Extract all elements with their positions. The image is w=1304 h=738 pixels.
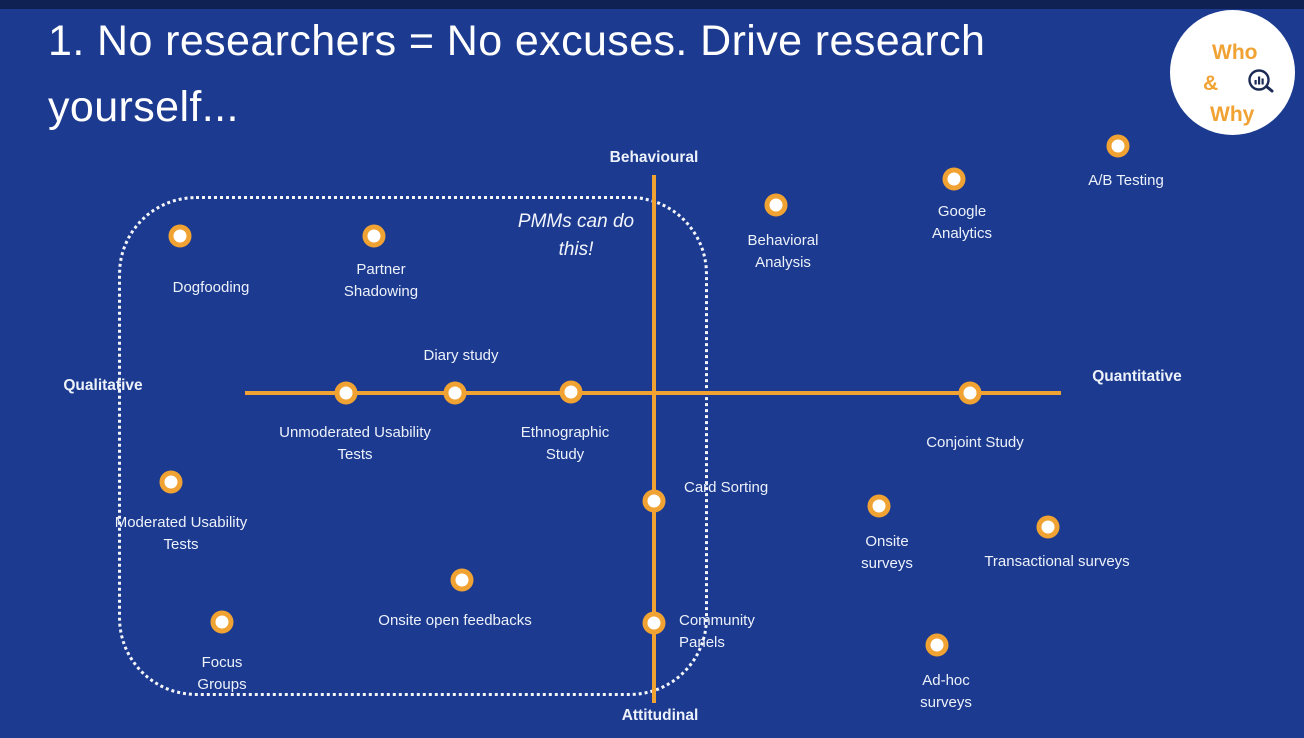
point-label-unmoderated-usability-tests: Unmoderated Usability Tests <box>279 424 431 463</box>
page-title: 1. No researchers = No excuses. Drive re… <box>48 17 986 131</box>
point-label-diary-study: Diary study <box>423 347 499 364</box>
vertical-axis-line <box>652 175 656 703</box>
badge-word-ampersand: & <box>1203 72 1219 95</box>
top-strip <box>0 0 1304 9</box>
badge-word-who: Who <box>1212 41 1258 64</box>
point-transactional-surveys <box>1036 515 1060 539</box>
point-behavioral-analysis <box>764 193 788 217</box>
point-unmoderated-usability-tests <box>334 381 358 405</box>
point-adhoc-surveys <box>925 633 949 657</box>
point-label-card-sorting: Card Sorting <box>684 479 769 496</box>
who-why-badge: Who & Why <box>1170 10 1295 135</box>
point-label-ethnographic-study: Ethnographic Study <box>520 424 610 463</box>
axis-label-behavioural: Behavioural <box>609 149 699 166</box>
point-diary-study <box>443 381 467 405</box>
point-label-focus-groups: Focus Groups <box>197 654 247 693</box>
pmm-region-outline <box>118 196 708 696</box>
point-label-google-analytics: Google Analytics <box>931 203 993 242</box>
point-label-community-panels: Community Panels <box>679 612 755 651</box>
axis-label-qualitative: Qualitative <box>63 377 143 394</box>
point-label-transactional-surveys: Transactional surveys <box>984 553 1130 570</box>
point-onsite-surveys <box>867 494 891 518</box>
point-label-partner-shadowing: Partner Shadowing <box>343 261 419 300</box>
point-label-ab-testing: A/B Testing <box>1088 172 1164 189</box>
point-community-panels <box>642 611 666 635</box>
point-card-sorting <box>642 489 666 513</box>
point-ethnographic-study <box>559 380 583 404</box>
point-conjoint-study <box>958 381 982 405</box>
axis-label-attitudinal: Attitudinal <box>621 707 699 724</box>
point-moderated-usability-tests <box>159 470 183 494</box>
point-partner-shadowing <box>362 224 386 248</box>
point-label-onsite-surveys: Onsite surveys <box>861 533 913 572</box>
axis-label-quantitative: Quantitative <box>1092 368 1182 385</box>
point-ab-testing <box>1106 134 1130 158</box>
point-label-onsite-open-feedbacks: Onsite open feedbacks <box>378 612 532 629</box>
point-onsite-open-feedbacks <box>450 568 474 592</box>
badge-word-why: Why <box>1210 103 1255 126</box>
magnifier-bar-chart-icon <box>1246 67 1276 97</box>
point-label-moderated-usability-tests: Moderated Usability Tests <box>114 514 248 553</box>
point-label-adhoc-surveys: Ad-hoc surveys <box>920 672 972 711</box>
pmm-annotation: PMMs can do this! <box>517 211 635 260</box>
point-label-conjoint-study: Conjoint Study <box>926 434 1024 451</box>
point-label-behavioral-analysis: Behavioral Analysis <box>747 232 819 271</box>
point-focus-groups <box>210 610 234 634</box>
point-dogfooding <box>168 224 192 248</box>
point-google-analytics <box>942 167 966 191</box>
point-label-dogfooding: Dogfooding <box>172 279 250 296</box>
